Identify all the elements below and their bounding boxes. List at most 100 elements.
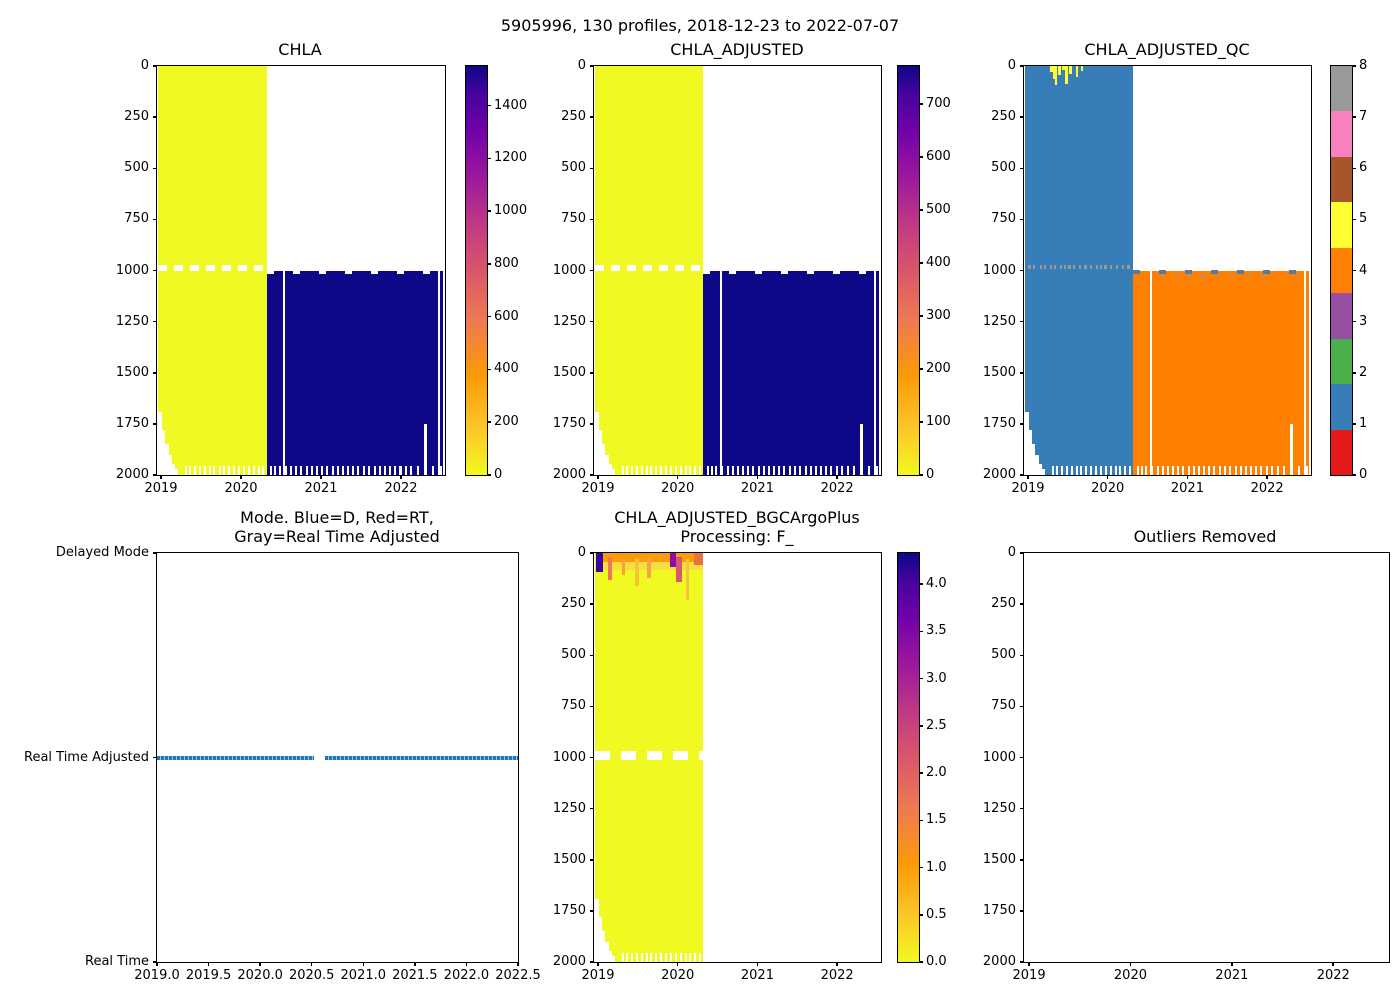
profile-bottom-notch	[352, 465, 355, 475]
no-data-stair	[611, 468, 616, 475]
qc8-gray-mark	[1049, 265, 1053, 270]
surface-bloom-patch	[621, 559, 626, 576]
profile-bottom-notch	[1085, 465, 1088, 475]
no-data-stair	[611, 955, 616, 962]
no-data-stair	[1025, 411, 1029, 475]
colorbar-tick-label: 3	[1359, 313, 1368, 329]
qc8-gray-mark	[1039, 265, 1043, 270]
y-tick-label: 0	[1007, 545, 1016, 560]
profile-bottom-notch	[378, 465, 381, 475]
missing-profile-line	[1303, 270, 1306, 475]
y-tick-mark	[590, 372, 594, 374]
profile-bottom-notch	[213, 465, 216, 475]
profile-bottom-notch	[1255, 465, 1258, 475]
x-tick-mark	[676, 475, 679, 479]
colorbar-tick-mark	[919, 725, 923, 727]
profile-bottom-notch	[783, 465, 786, 475]
colorbar-tick-label: 400	[494, 361, 519, 377]
colorbar-tick-label: 0	[926, 467, 935, 482]
qc8-gray-mark	[1054, 265, 1057, 270]
y-tick-label: 250	[991, 109, 1016, 125]
y-tick-label: Delayed Mode	[55, 545, 149, 560]
colorbar-segment	[1331, 156, 1352, 203]
colorbar-tick-mark	[1352, 474, 1356, 476]
profile-bottom-notch	[809, 465, 812, 475]
colorbar-tick-mark	[1352, 320, 1356, 323]
mode-plot-area: 2019.0 2019.5 2020.0 2020.5 2021.0 2021.5 2022…	[24, 546, 541, 983]
profile-bottom-notch	[680, 465, 683, 475]
x-tick-label: 2019	[581, 481, 615, 496]
y-tick-label: 1750	[115, 415, 149, 431]
x-tick-label: 2019.0	[134, 968, 180, 983]
colorbar-tick-label: 300	[926, 308, 951, 324]
late-top-edge-dashes	[1133, 269, 1310, 274]
no-data-stair	[608, 463, 613, 475]
no-data-stair	[598, 917, 603, 962]
x-tick-mark	[1231, 962, 1233, 966]
colorbar-tick-label: 4.0	[926, 576, 947, 592]
y-tick-label: 1500	[982, 851, 1016, 867]
qc8-gray-mark	[1068, 265, 1071, 270]
qc5-surface-patch	[1075, 66, 1079, 78]
qc8-gray-mark	[1201, 273, 1205, 277]
profile-bottom-notch	[820, 465, 823, 475]
y-tick-label: 1750	[982, 415, 1016, 431]
surface-bloom-patch	[607, 557, 612, 580]
profile-bottom-notch	[674, 465, 677, 475]
profile-bottom-notch	[284, 465, 287, 475]
y-tick-mark	[1020, 859, 1024, 861]
surface-bloom-patch	[669, 553, 677, 568]
data-region-early	[1025, 66, 1134, 475]
colorbar-tick-mark	[1352, 167, 1356, 169]
x-tick-label: 2021.0	[340, 968, 387, 983]
qc8-gray-mark	[1078, 265, 1081, 270]
x-tick-mark	[362, 962, 365, 966]
profile-bottom-notch	[689, 465, 692, 475]
colorbar-segment	[1331, 384, 1352, 430]
profile-bottom-notch	[1051, 465, 1054, 475]
no-data-stair	[601, 931, 606, 962]
qc8-gray-mark	[1127, 265, 1130, 270]
profile-bottom-notch	[852, 465, 855, 475]
no-data-stair	[158, 411, 162, 475]
profile-bottom-notch	[1099, 465, 1102, 475]
y-tick-mark	[590, 910, 594, 912]
qc8-gray-mark	[1110, 265, 1113, 270]
colorbar-tick-mark	[919, 583, 923, 585]
profile-bottom-notch	[650, 465, 653, 475]
y-tick-label: 1500	[552, 364, 586, 380]
y-tick-mark	[590, 705, 594, 708]
x-tick-mark	[310, 962, 313, 966]
surface-bloom-patch	[635, 559, 639, 586]
no-data-stair	[168, 454, 172, 475]
profile-bottom-notch	[1129, 465, 1132, 475]
profile-bottom-notch	[788, 465, 791, 475]
profile-bottom-notch	[793, 465, 796, 475]
y-tick-label: 750	[991, 698, 1016, 714]
profile-bottom-notch	[1229, 465, 1232, 475]
y-tick-label: 500	[124, 160, 149, 176]
no-data-stair	[601, 444, 606, 475]
x-tick-label: 2022	[820, 968, 854, 983]
profile-bottom-notch	[655, 952, 658, 962]
profile-bottom-notch	[199, 465, 202, 475]
x-tick-label: 2022	[1316, 968, 1350, 983]
y-tick-label: 1500	[552, 851, 586, 867]
colorbar-tick-label: 0	[494, 467, 503, 482]
profile-bottom-notch	[1145, 465, 1148, 475]
colorbar-tick-label: 8	[1359, 58, 1368, 73]
colorbar-tick-label: 0.5	[926, 906, 947, 922]
qc8-gray-mark	[1028, 265, 1031, 270]
colorbar-tick-mark	[919, 772, 923, 774]
x-tick-mark	[597, 962, 599, 966]
profile-bottom-notch	[1124, 465, 1127, 475]
profile-bottom-notch	[689, 952, 692, 962]
colorbar-gradient	[898, 553, 919, 962]
x-tick-label: 2020	[661, 481, 695, 496]
y-tick-mark	[1020, 552, 1024, 554]
y-tick-label: 250	[991, 596, 1016, 612]
x-tick-label: 2021	[740, 968, 774, 983]
x-tick-mark	[836, 475, 838, 479]
data-region-late	[1133, 270, 1310, 475]
qc5-surface-patch	[1049, 66, 1053, 73]
